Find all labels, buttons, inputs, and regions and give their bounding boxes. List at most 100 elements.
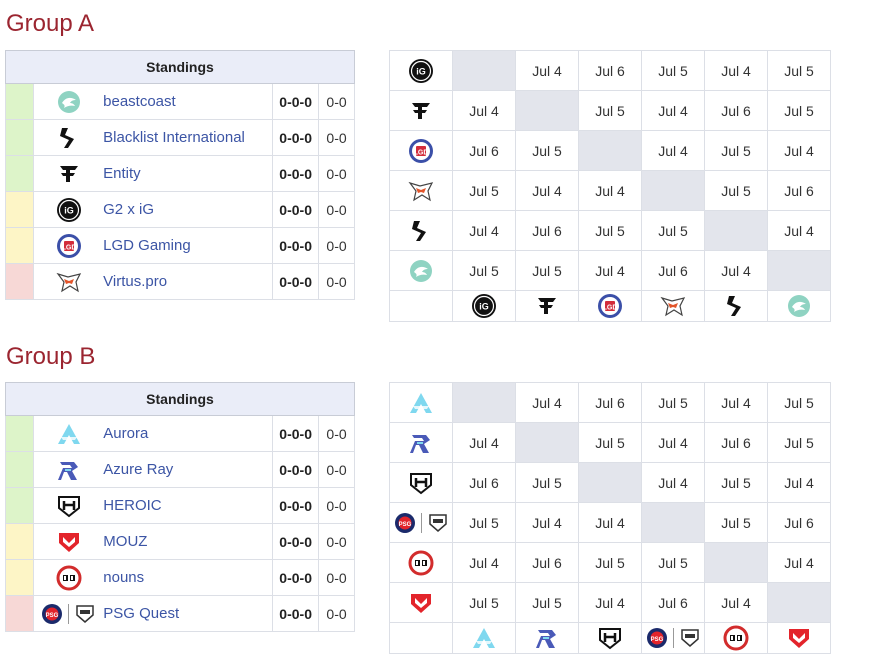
- matrix-col-team[interactable]: [515, 622, 579, 654]
- match-date-cell: Jul 4: [515, 382, 579, 423]
- matrix-col-team[interactable]: [767, 290, 831, 322]
- matrix-row: Jul 4 Jul 5 Jul 4 Jul 6 Jul 5: [389, 422, 831, 463]
- blacklist-icon: [725, 294, 747, 318]
- seed-indicator: [5, 263, 34, 300]
- lgd-icon: LGD: [56, 233, 82, 259]
- matrix-row-team[interactable]: iG: [389, 50, 453, 91]
- matrix-col-team[interactable]: [641, 290, 705, 322]
- matrix-self-cell: [515, 90, 579, 131]
- team-map-score: 0-0: [318, 191, 355, 228]
- standings-row: Blacklist International 0-0-0 0-0: [5, 119, 355, 156]
- nouns-icon: [56, 565, 82, 591]
- team-logo-cell[interactable]: [32, 415, 104, 452]
- match-date-cell: Jul 5: [515, 462, 579, 503]
- matrix-col-team[interactable]: [704, 622, 768, 654]
- heroic-icon: [56, 494, 82, 518]
- team-name-link[interactable]: HEROIC: [103, 487, 274, 524]
- match-date-cell: Jul 4: [704, 250, 768, 291]
- team-map-score: 0-0: [318, 83, 355, 120]
- standings-row: HEROIC 0-0-0 0-0: [5, 487, 355, 524]
- standings-header: Standings: [5, 382, 355, 416]
- matrix-col-team[interactable]: [452, 622, 516, 654]
- team-logo-cell[interactable]: [32, 523, 104, 560]
- matrix-row: Jul 5 Jul 4 Jul 4 Jul 5 Jul 6: [389, 170, 831, 211]
- team-name-link[interactable]: beastcoast: [103, 83, 274, 120]
- beastcoast-icon: [787, 294, 811, 318]
- seed-indicator: [5, 191, 34, 228]
- match-date-cell: Jul 4: [704, 50, 768, 91]
- matrix-col-team[interactable]: [515, 290, 579, 322]
- team-logo-cell[interactable]: [32, 263, 104, 300]
- matrix-row-team[interactable]: [389, 542, 453, 583]
- svg-text:LGD: LGD: [61, 244, 76, 251]
- team-logo-cell[interactable]: [32, 83, 104, 120]
- matrix-col-team[interactable]: PSG: [641, 622, 705, 654]
- team-logo-cell[interactable]: [32, 559, 104, 596]
- team-name-link[interactable]: Virtus.pro: [103, 263, 274, 300]
- match-date-cell: Jul 6: [767, 502, 831, 543]
- matrix-row-team[interactable]: [389, 250, 453, 291]
- psgquest-icon: PSG: [41, 603, 96, 625]
- matrix-row-team[interactable]: [389, 170, 453, 211]
- team-name-link[interactable]: MOUZ: [103, 523, 274, 560]
- matrix-row-team[interactable]: LGD: [389, 130, 453, 171]
- match-date-cell: Jul 4: [452, 422, 516, 463]
- team-logo-cell[interactable]: [32, 487, 104, 524]
- team-logo-cell[interactable]: [32, 119, 104, 156]
- matrix-col-team[interactable]: LGD: [578, 290, 642, 322]
- standings-row: Entity 0-0-0 0-0: [5, 155, 355, 192]
- seed-indicator: [5, 227, 34, 264]
- team-logo-cell[interactable]: [32, 451, 104, 488]
- team-logo-cell[interactable]: iG: [32, 191, 104, 228]
- matrix-self-cell: [452, 50, 516, 91]
- group-b-title: Group B: [6, 343, 96, 370]
- team-logo-cell[interactable]: PSG: [32, 595, 104, 632]
- g2ig-icon: iG: [56, 197, 82, 223]
- team-name-link[interactable]: nouns: [103, 559, 274, 596]
- seed-indicator: [5, 523, 34, 560]
- group-a-title: Group A: [6, 10, 95, 37]
- match-date-cell: Jul 5: [767, 382, 831, 423]
- matrix-row: Jul 4 Jul 6 Jul 5 Jul 5 Jul 4: [389, 210, 831, 251]
- team-name-link[interactable]: Azure Ray: [103, 451, 274, 488]
- azureray-icon: [534, 626, 560, 650]
- g2ig-icon: iG: [408, 58, 434, 84]
- team-map-score: 0-0: [318, 415, 355, 452]
- match-date-cell: Jul 4: [578, 250, 642, 291]
- team-name-link[interactable]: LGD Gaming: [103, 227, 274, 264]
- matrix-row-team[interactable]: [389, 210, 453, 251]
- team-name-link[interactable]: Aurora: [103, 415, 274, 452]
- matrix-col-team[interactable]: [767, 622, 831, 654]
- matrix-row-team[interactable]: [389, 382, 453, 423]
- team-name-link[interactable]: Entity: [103, 155, 274, 192]
- match-date-cell: Jul 6: [515, 210, 579, 251]
- matrix-corner-cell: [389, 622, 453, 654]
- matrix-row: PSG Jul 5 Jul 4 Jul 4 Jul 5 Jul 6: [389, 502, 831, 543]
- matrix-row-team[interactable]: [389, 422, 453, 463]
- beastcoast-icon: [57, 90, 81, 114]
- matrix-row-team[interactable]: [389, 462, 453, 503]
- match-date-cell: Jul 4: [767, 462, 831, 503]
- entity-icon: [535, 294, 559, 318]
- matrix-row-team[interactable]: PSG: [389, 502, 453, 543]
- team-name-link[interactable]: Blacklist International: [103, 119, 274, 156]
- match-date-cell: Jul 5: [641, 382, 705, 423]
- matrix-row: LGD Jul 6 Jul 5 Jul 4 Jul 5 Jul 4: [389, 130, 831, 171]
- matrix-col-team[interactable]: iG: [452, 290, 516, 322]
- team-name-link[interactable]: G2 x iG: [103, 191, 274, 228]
- team-record: 0-0-0: [272, 559, 320, 596]
- matrix-col-team[interactable]: [578, 622, 642, 654]
- azureray-icon: [56, 458, 82, 482]
- matrix-col-team[interactable]: [704, 290, 768, 322]
- matrix-row-team[interactable]: [389, 90, 453, 131]
- blacklist-icon: [410, 219, 432, 243]
- match-date-cell: Jul 5: [515, 130, 579, 171]
- match-date-cell: Jul 5: [578, 210, 642, 251]
- seed-indicator: [5, 83, 34, 120]
- team-logo-cell[interactable]: [32, 155, 104, 192]
- team-map-score: 0-0: [318, 155, 355, 192]
- team-name-link[interactable]: PSG Quest: [103, 595, 274, 632]
- team-logo-cell[interactable]: LGD: [32, 227, 104, 264]
- matrix-row-team[interactable]: [389, 582, 453, 623]
- seed-indicator: [5, 451, 34, 488]
